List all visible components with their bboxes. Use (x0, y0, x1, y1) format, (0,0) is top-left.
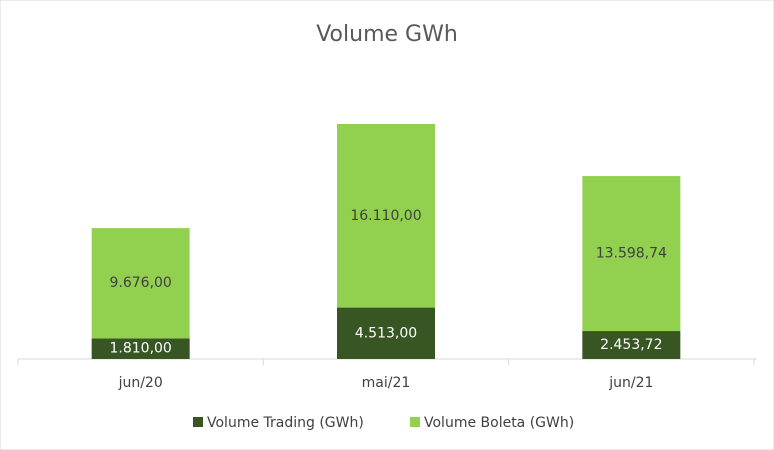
bar-segment (337, 307, 435, 359)
data-label: 1.810,00 (109, 341, 171, 357)
legend-swatch (410, 417, 420, 427)
data-label: 4.513,00 (355, 325, 417, 341)
bar-segment (582, 331, 681, 359)
legend-swatch (193, 417, 203, 427)
bar-segment (582, 176, 681, 332)
data-label: 9.676,00 (109, 275, 171, 291)
x-tick-label: jun/20 (118, 375, 163, 391)
chart-title: Volume GWh (316, 22, 458, 47)
bar-segment (91, 228, 190, 339)
x-tick-label: jun/21 (608, 375, 653, 391)
data-label: 2.453,72 (600, 337, 662, 353)
legend-label: Volume Trading (GWh) (207, 415, 364, 431)
data-label: 13.598,74 (596, 246, 667, 262)
bar-segment (91, 338, 190, 359)
x-tick-label: mai/21 (362, 375, 411, 391)
data-label: 16.110,00 (350, 208, 421, 224)
legend-label: Volume Boleta (GWh) (424, 415, 574, 431)
bar-segment (337, 124, 435, 308)
